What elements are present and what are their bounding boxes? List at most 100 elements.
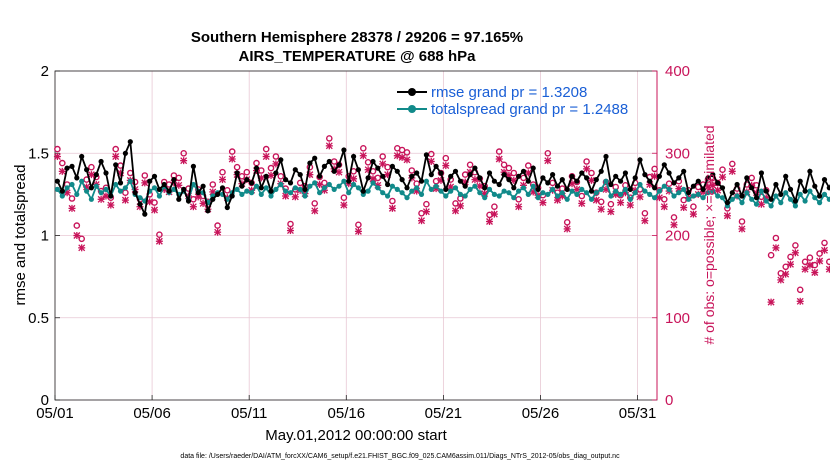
obs-possible-point: [340, 194, 348, 201]
obs-assimilated-point: [267, 171, 275, 179]
rmse-point: [647, 178, 653, 184]
obs-possible-point: [209, 181, 217, 188]
rmse-point: [656, 173, 663, 179]
spread-point: [355, 185, 361, 191]
spread-point: [642, 188, 648, 194]
obs-possible-point: [515, 195, 522, 203]
rmse-point: [486, 170, 493, 176]
obs-assimilated-point: [350, 175, 358, 183]
rmse-point: [93, 172, 99, 178]
spread-point: [297, 186, 303, 192]
rmse-point: [219, 185, 226, 191]
rmse-point: [346, 178, 352, 184]
rmse-point: [365, 175, 371, 181]
rmse-point: [428, 172, 434, 178]
x-tick-label: 05/11: [231, 405, 267, 422]
obs-assimilated-point: [796, 297, 804, 305]
spread-point: [787, 196, 794, 202]
obs-assimilated-point: [641, 217, 649, 225]
rmse-point: [69, 163, 75, 169]
rmse-point: [525, 178, 531, 184]
rmse-point: [666, 170, 672, 176]
obs-possible-point: [816, 250, 823, 257]
rmse-point: [462, 183, 468, 189]
rmse-point: [147, 178, 153, 184]
spread-point: [559, 190, 565, 196]
spread-point: [239, 191, 245, 197]
rmse-point: [482, 185, 488, 191]
spread-point: [710, 188, 716, 194]
rmse-point: [263, 173, 269, 179]
obs-possible-point: [583, 158, 590, 165]
spread-point: [190, 181, 196, 188]
obs-assimilated-point: [422, 208, 430, 216]
rmse-point: [122, 150, 128, 156]
spread-point: [778, 200, 784, 206]
spread-point: [399, 190, 405, 196]
rmse-point: [778, 191, 784, 197]
spread-point: [506, 190, 512, 196]
obs-assimilated-point: [218, 176, 226, 184]
rmse-point: [98, 158, 104, 165]
obs-possible-point: [826, 258, 830, 266]
spread-point: [156, 193, 162, 199]
rmse-point: [399, 177, 405, 183]
obs-possible-point: [68, 195, 76, 202]
spread-point: [428, 186, 434, 192]
obs-assimilated-point: [617, 199, 625, 207]
rmse-point: [234, 170, 240, 176]
spread-point: [443, 193, 449, 199]
rmse-point: [627, 186, 633, 192]
rmse-point: [166, 188, 172, 194]
obs-possible-point: [88, 163, 95, 171]
spread-point: [79, 178, 85, 184]
obs-assimilated-point: [495, 155, 503, 163]
obs-assimilated-point: [787, 260, 795, 268]
rmse-point: [608, 181, 614, 188]
rmse-point: [394, 168, 400, 174]
spread-point: [501, 188, 507, 194]
rmse-point: [603, 153, 609, 160]
obs-possible-point: [719, 166, 726, 173]
spread-point: [117, 188, 124, 194]
rmse-point: [710, 172, 716, 178]
obs-possible-point: [486, 211, 493, 219]
rmse-point: [729, 190, 735, 196]
y-axis-label-left: rmse and totalspread: [12, 165, 29, 306]
rmse-point: [448, 173, 454, 179]
spread-point: [302, 193, 308, 199]
rmse-point: [690, 183, 697, 189]
obs-assimilated-point: [418, 217, 426, 225]
spread-point: [739, 200, 745, 206]
rmse-point: [79, 153, 85, 160]
y-right-tick-label: 0: [665, 392, 673, 409]
rmse-point: [433, 163, 439, 169]
rmse-point: [370, 158, 376, 165]
obs-assimilated-point: [388, 204, 396, 212]
obs-assimilated-point: [806, 261, 814, 269]
rmse-point: [326, 158, 332, 165]
spread-point: [385, 193, 391, 199]
obs-possible-point: [389, 197, 396, 205]
obs-assimilated-point: [189, 203, 197, 211]
spread-point: [749, 196, 755, 202]
spread-point: [656, 188, 663, 194]
spread-point: [817, 200, 823, 206]
obs-possible-point: [253, 159, 260, 167]
obs-possible-point: [330, 158, 338, 165]
spread-point: [273, 186, 279, 192]
rmse-point: [535, 186, 541, 192]
obs-possible-point: [641, 209, 649, 217]
spread-point: [477, 190, 483, 196]
obs-assimilated-point: [121, 196, 129, 204]
rmse-point: [686, 190, 692, 196]
spread-point: [69, 181, 75, 188]
spread-point: [598, 186, 604, 192]
rmse-point: [753, 195, 760, 201]
obs-assimilated-point: [636, 193, 644, 201]
obs-possible-point: [398, 146, 406, 154]
rmse-point: [142, 211, 148, 217]
obs-possible-point: [787, 253, 794, 261]
rmse-point: [210, 196, 216, 202]
spread-point: [758, 188, 765, 194]
